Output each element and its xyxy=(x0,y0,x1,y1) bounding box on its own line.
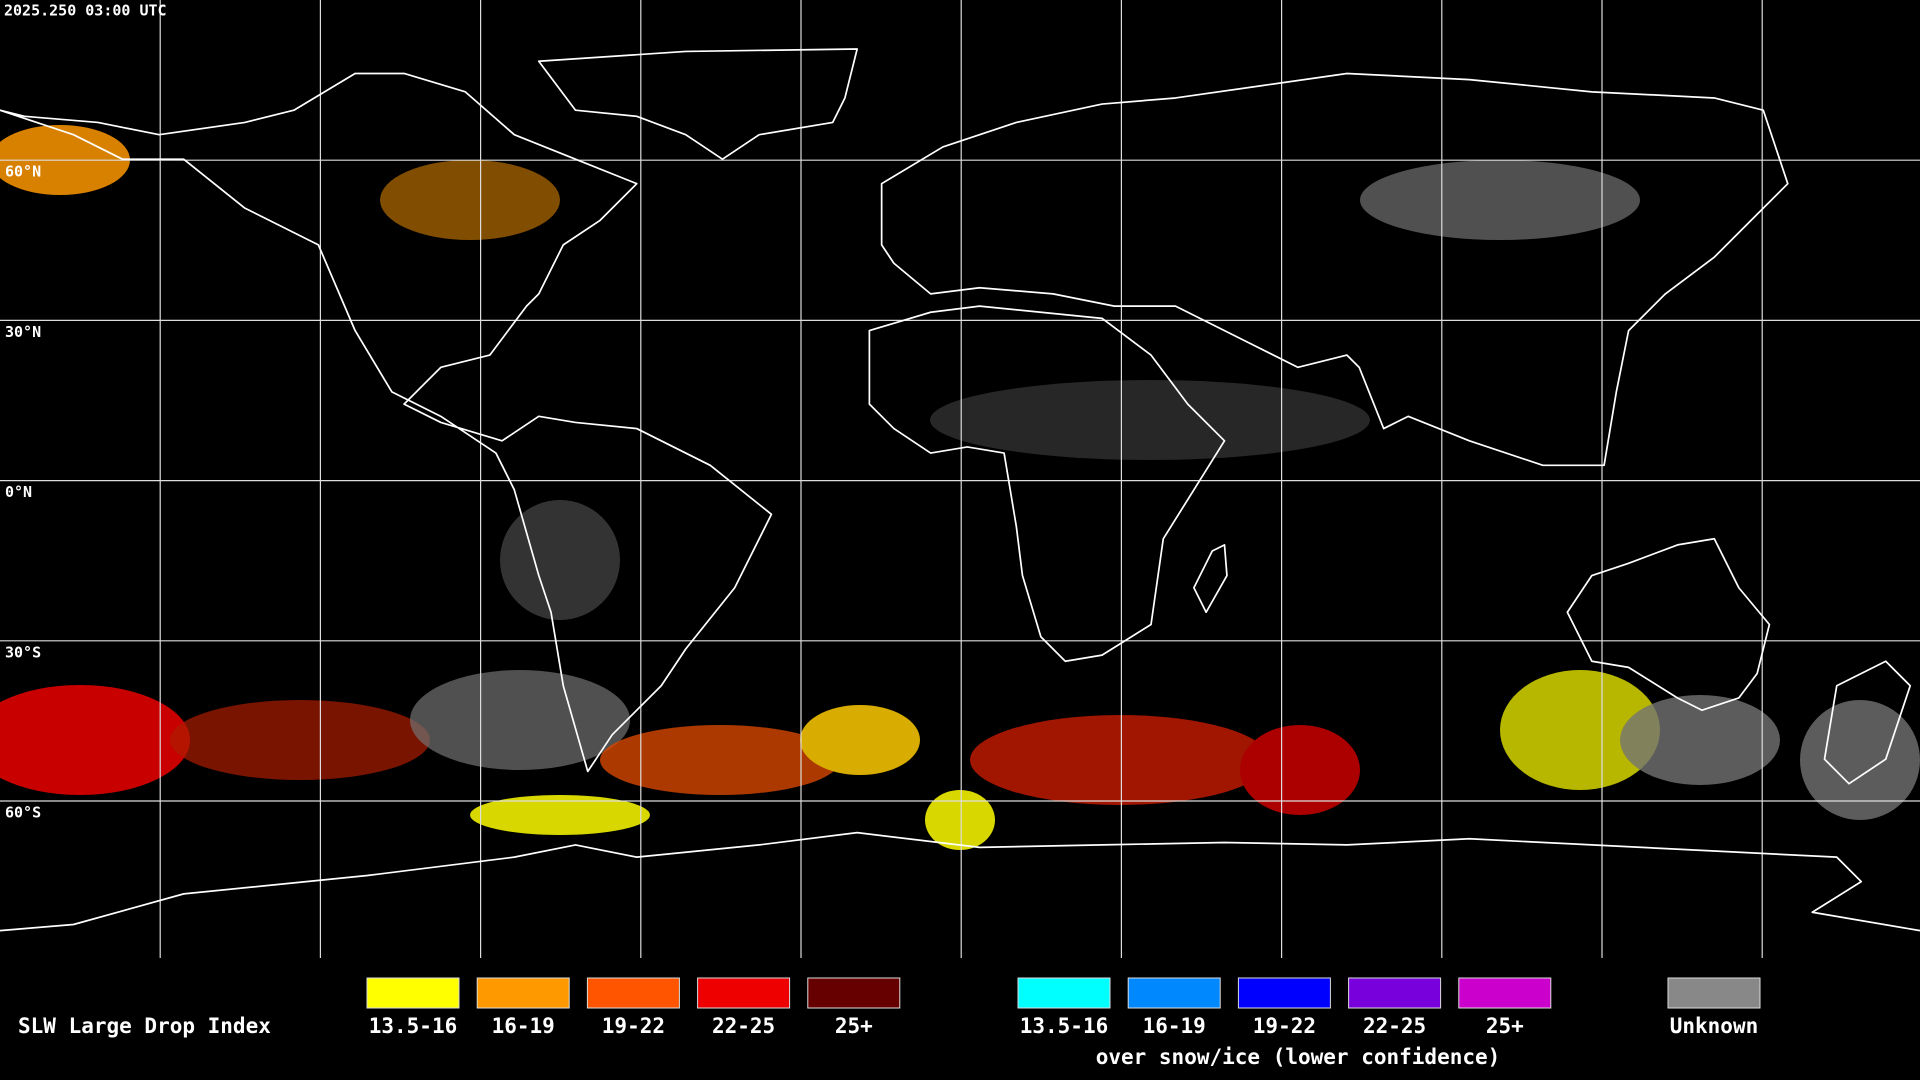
legend-label: 13.5-16 xyxy=(369,1014,458,1038)
latitude-label: 30°S xyxy=(5,643,41,661)
legend-title: SLW Large Drop Index xyxy=(18,1014,271,1038)
legend-swatch xyxy=(476,977,570,1009)
legend-label: Unknown xyxy=(1670,1014,1759,1038)
latitude-label: 60°N xyxy=(5,163,41,181)
legend-label: 19-22 xyxy=(602,1014,665,1038)
legend-caption: over snow/ice (lower confidence) xyxy=(1096,1045,1501,1069)
latitude-label: 30°N xyxy=(5,323,41,341)
legend-label: 19-22 xyxy=(1253,1014,1316,1038)
legend-label: 13.5-16 xyxy=(1020,1014,1109,1038)
timestamp: 2025.250 03:00 UTC xyxy=(4,2,167,20)
legend-panel xyxy=(0,958,1920,1080)
legend-label: 25+ xyxy=(1486,1014,1524,1038)
legend-swatch xyxy=(1237,977,1331,1009)
legend-swatch xyxy=(586,977,680,1009)
legend-swatch xyxy=(1017,977,1111,1009)
legend-label: 22-25 xyxy=(1363,1014,1426,1038)
coastlines xyxy=(0,48,1920,932)
legend-label: 16-19 xyxy=(492,1014,555,1038)
legend-swatch xyxy=(807,977,901,1009)
graticule xyxy=(0,0,1920,958)
legend-swatch xyxy=(1667,977,1761,1009)
legend-swatch xyxy=(697,977,791,1009)
legend-label: 22-25 xyxy=(712,1014,775,1038)
legend-label: 16-19 xyxy=(1143,1014,1206,1038)
cloud-field xyxy=(0,125,1920,850)
legend-swatch xyxy=(1127,977,1221,1009)
legend-label: 25+ xyxy=(835,1014,873,1038)
latitude-label: 0°N xyxy=(5,483,32,501)
legend-swatch xyxy=(366,977,460,1009)
legend: 13.5-16 16-19 19-22 22-25 25+ 13.5-16 16-19 19-… xyxy=(366,977,1761,1038)
latitude-label: 60°S xyxy=(5,804,41,822)
legend-swatch xyxy=(1348,977,1442,1009)
legend-swatch xyxy=(1458,977,1552,1009)
latitude-labels: 60°N 30°N 0°N 30°S 60°S xyxy=(5,163,41,822)
